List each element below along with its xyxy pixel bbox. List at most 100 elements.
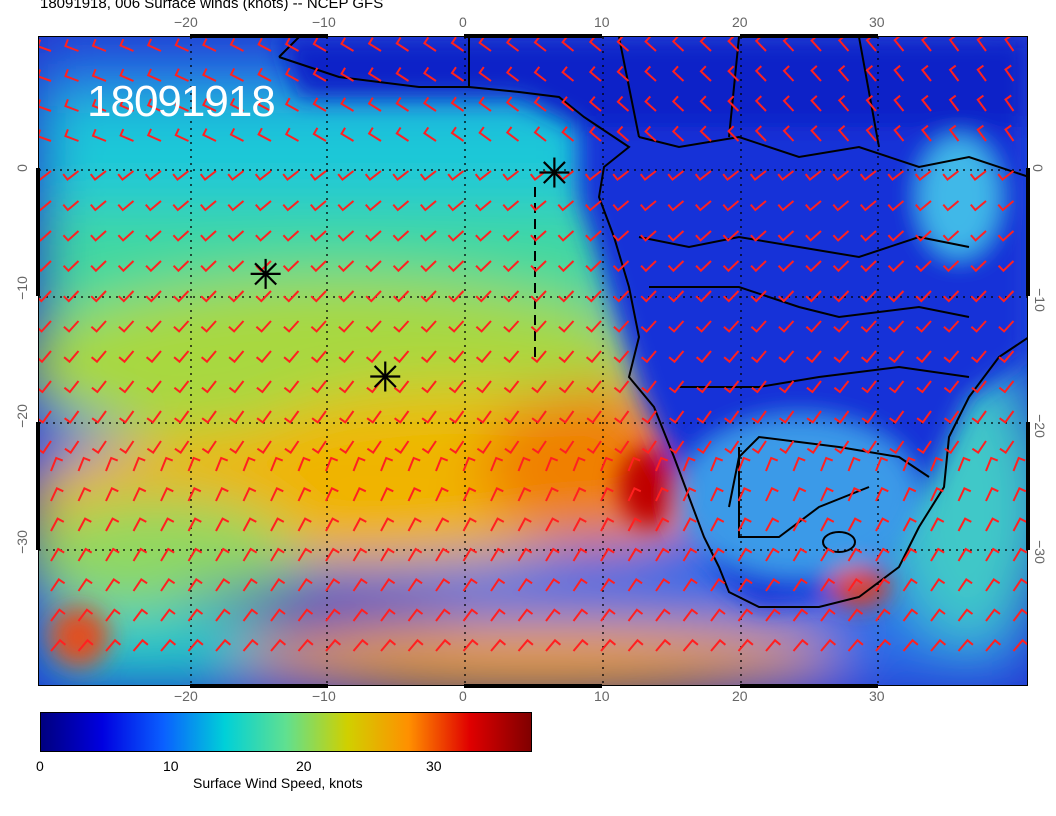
wind-barb	[435, 608, 451, 622]
wind-barb	[655, 456, 669, 472]
wind-barb	[1004, 64, 1015, 82]
wind-barb	[146, 380, 162, 394]
wind-barb	[117, 260, 135, 273]
wind-barb	[627, 517, 642, 532]
wind-barb	[860, 350, 877, 364]
wind-barb	[90, 200, 107, 212]
wind-barb	[600, 638, 617, 652]
wind-barb	[118, 290, 135, 303]
wind-barb	[531, 380, 547, 394]
wind-barb	[119, 68, 134, 82]
wind-barb	[119, 98, 134, 112]
wind-barb	[724, 440, 740, 454]
wind-barb	[888, 350, 905, 364]
wind-barb	[943, 320, 960, 333]
wind-barb	[667, 200, 685, 212]
wind-barb	[284, 127, 299, 142]
wind-barb	[533, 96, 547, 112]
wind-barb	[77, 578, 93, 592]
wind-barb	[91, 68, 107, 82]
wind-barb	[616, 37, 630, 52]
wind-barb	[215, 578, 231, 592]
wind-barb	[187, 456, 201, 472]
wind-barb	[312, 127, 327, 142]
wind-barb	[985, 517, 1000, 532]
wind-barb	[612, 200, 630, 212]
wind-barb	[998, 320, 1015, 333]
wind-barb	[380, 608, 396, 622]
wind-barb	[723, 320, 740, 333]
colorbar	[40, 712, 532, 752]
wind-barb	[545, 578, 561, 592]
wind-barb	[283, 350, 300, 364]
wind-barb	[257, 37, 272, 52]
wind-barb	[820, 517, 835, 532]
wind-barb	[202, 128, 217, 142]
wind-barb	[407, 486, 422, 502]
wind-barb	[395, 66, 410, 82]
wind-barb	[889, 440, 905, 454]
wind-barb	[420, 290, 437, 303]
wind-barb	[201, 440, 217, 454]
wind-barb	[63, 320, 80, 333]
wind-barb	[655, 547, 670, 562]
wind-barb	[339, 410, 355, 424]
wind-barb	[837, 65, 850, 82]
wind-barb	[750, 230, 767, 242]
wind-barb	[435, 547, 450, 562]
wind-barb	[450, 37, 465, 52]
wind-barb	[229, 440, 245, 454]
wind-barb	[655, 486, 669, 502]
wind-barb	[255, 230, 272, 242]
wind-barb	[365, 200, 382, 212]
wind-barb	[614, 440, 630, 454]
wind-barb	[531, 440, 547, 454]
wind-barb	[503, 380, 520, 394]
wind-barb	[202, 68, 217, 82]
wind-barb	[502, 260, 520, 273]
wind-barb	[517, 547, 533, 562]
wind-barb	[365, 230, 382, 242]
wind-barb	[837, 95, 850, 112]
wind-barb	[805, 290, 822, 303]
wind-barb	[478, 37, 492, 52]
wind-barb	[860, 200, 877, 212]
wind-barb	[585, 290, 602, 303]
wind-barb	[325, 608, 341, 622]
wind-barb	[930, 578, 946, 592]
wind-barb	[311, 410, 327, 424]
wind-barb	[352, 578, 368, 592]
wind-barb	[970, 230, 987, 242]
wind-barb	[750, 290, 767, 303]
lat-tick-right: −30	[1031, 540, 1048, 564]
wind-barb	[969, 170, 987, 182]
wind-barb	[669, 440, 685, 454]
wind-barb	[393, 320, 410, 333]
wind-barb	[407, 608, 424, 622]
wind-barb	[545, 486, 559, 502]
wind-barb	[600, 486, 614, 502]
wind-barb	[613, 320, 630, 333]
wind-barb	[530, 320, 547, 333]
wind-barb	[62, 200, 80, 212]
wind-barb	[957, 608, 974, 622]
wind-barb	[875, 486, 889, 502]
wind-barb	[558, 380, 575, 394]
frame-edge	[740, 34, 878, 38]
wind-barb	[915, 290, 932, 303]
wind-barb	[682, 456, 696, 472]
wind-barb	[847, 517, 862, 532]
wind-barb	[695, 320, 712, 333]
wind-barb	[655, 638, 672, 652]
wind-barb	[394, 440, 410, 454]
wind-barb	[722, 200, 740, 212]
wind-barb	[338, 380, 355, 394]
wind-barb	[600, 608, 616, 622]
wind-barb	[930, 517, 945, 532]
wind-barb	[340, 67, 355, 82]
wind-barb	[310, 290, 327, 303]
frame-edge	[190, 34, 328, 38]
wind-barb	[310, 200, 327, 212]
wind-barb	[310, 350, 327, 364]
wind-barb	[710, 517, 725, 532]
